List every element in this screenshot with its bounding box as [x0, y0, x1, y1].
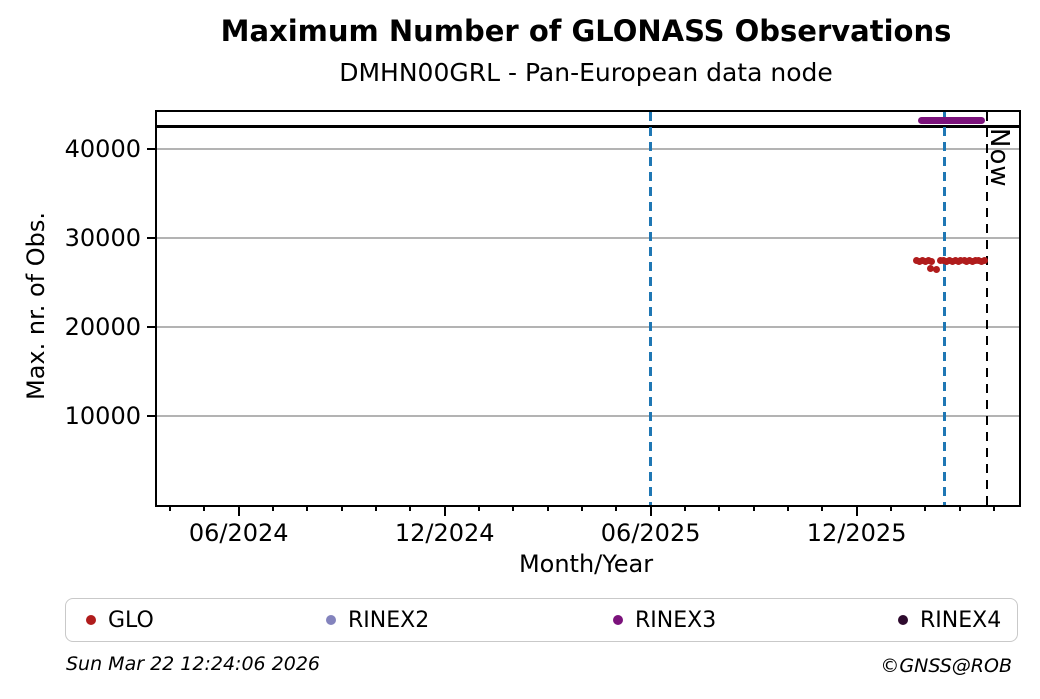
y-axis-label: Max. nr. of Obs. — [22, 211, 50, 401]
x-tick-minor — [375, 505, 378, 511]
x-tick-minor — [958, 505, 961, 511]
x-tick-major — [237, 505, 240, 516]
credit: ©GNSS@ROB — [880, 655, 1012, 677]
grid-line — [157, 147, 1019, 150]
now-label: Now — [984, 128, 1015, 188]
x-axis-label: Month/Year — [518, 550, 654, 578]
rinex2-marker-icon — [326, 615, 336, 625]
x-tick-minor — [203, 505, 206, 511]
x-tick-minor — [478, 505, 480, 511]
x-tick-minor — [924, 505, 927, 511]
now-line — [985, 112, 989, 505]
x-tick-minor — [821, 505, 824, 511]
x-tick-minor — [889, 505, 892, 511]
x-tick-label: 06/2025 — [600, 519, 701, 547]
y-tick — [147, 147, 157, 150]
chart-subtitle: DMHN00GRL - Pan-European data node — [339, 58, 833, 87]
x-tick-major — [855, 505, 858, 516]
x-tick-minor — [615, 505, 618, 511]
plot-area: 10000 20000 30000 40000 06/2024 12/2024 06/202… — [65, 110, 1021, 547]
x-tick-label: 12/2024 — [394, 519, 495, 547]
legend-item-rinex3: RINEX3 — [613, 599, 716, 641]
x-tick-minor — [718, 505, 721, 511]
event-vline-dashed — [649, 112, 653, 505]
x-tick-minor — [683, 505, 686, 511]
x-tick-label: 12/2025 — [806, 519, 907, 547]
legend-label-rinex2: RINEX2 — [348, 607, 430, 633]
grid-line — [157, 236, 1019, 239]
chart-title: Maximum Number of GLONASS Observations — [220, 14, 952, 48]
rinex3-marker-icon — [613, 615, 623, 625]
x-tick-label: 06/2024 — [188, 519, 289, 547]
rinex3-line — [917, 116, 986, 124]
x-tick-minor — [580, 505, 583, 511]
legend-label-rinex4: RINEX4 — [920, 607, 1002, 633]
rinex4-marker-icon — [898, 615, 908, 625]
y-tick-label: 10000 — [64, 401, 141, 430]
y-tick — [147, 414, 157, 417]
x-tick-major — [649, 505, 652, 516]
glo-point — [926, 265, 934, 273]
grid-line — [157, 325, 1019, 328]
legend-item-glo: GLO — [86, 599, 154, 641]
legend: GLO RINEX2 RINEX3 RINEX4 — [65, 598, 1018, 642]
timestamp: Sun Mar 22 12:24:06 2026 — [66, 653, 321, 675]
legend-item-rinex4: RINEX4 — [898, 599, 1001, 641]
event-vline-dashed — [943, 112, 946, 505]
grid-line — [157, 414, 1019, 417]
x-tick-major — [443, 505, 446, 516]
x-tick-minor — [169, 505, 172, 511]
max-obs-line — [157, 125, 1019, 129]
x-tick-minor — [340, 505, 343, 511]
glo-point — [933, 266, 941, 274]
y-tick-label: 30000 — [64, 223, 141, 252]
x-tick-minor — [546, 505, 549, 511]
legend-label-rinex3: RINEX3 — [635, 607, 717, 633]
x-tick-minor — [272, 505, 275, 511]
glo-point — [928, 257, 936, 265]
y-tick — [147, 325, 157, 328]
legend-item-rinex2: RINEX2 — [326, 599, 429, 641]
x-tick-minor — [512, 505, 515, 511]
x-tick-minor — [786, 505, 789, 511]
y-tick-label: 20000 — [64, 312, 141, 341]
x-tick-minor — [409, 505, 412, 511]
x-tick-minor — [992, 505, 995, 511]
glo-point — [980, 257, 988, 265]
y-tick-label: 40000 — [64, 134, 141, 163]
legend-label-glo: GLO — [108, 607, 154, 633]
x-tick-minor — [752, 505, 755, 511]
x-tick-minor — [306, 505, 309, 511]
glo-marker-icon — [86, 615, 96, 625]
y-tick — [147, 236, 157, 239]
